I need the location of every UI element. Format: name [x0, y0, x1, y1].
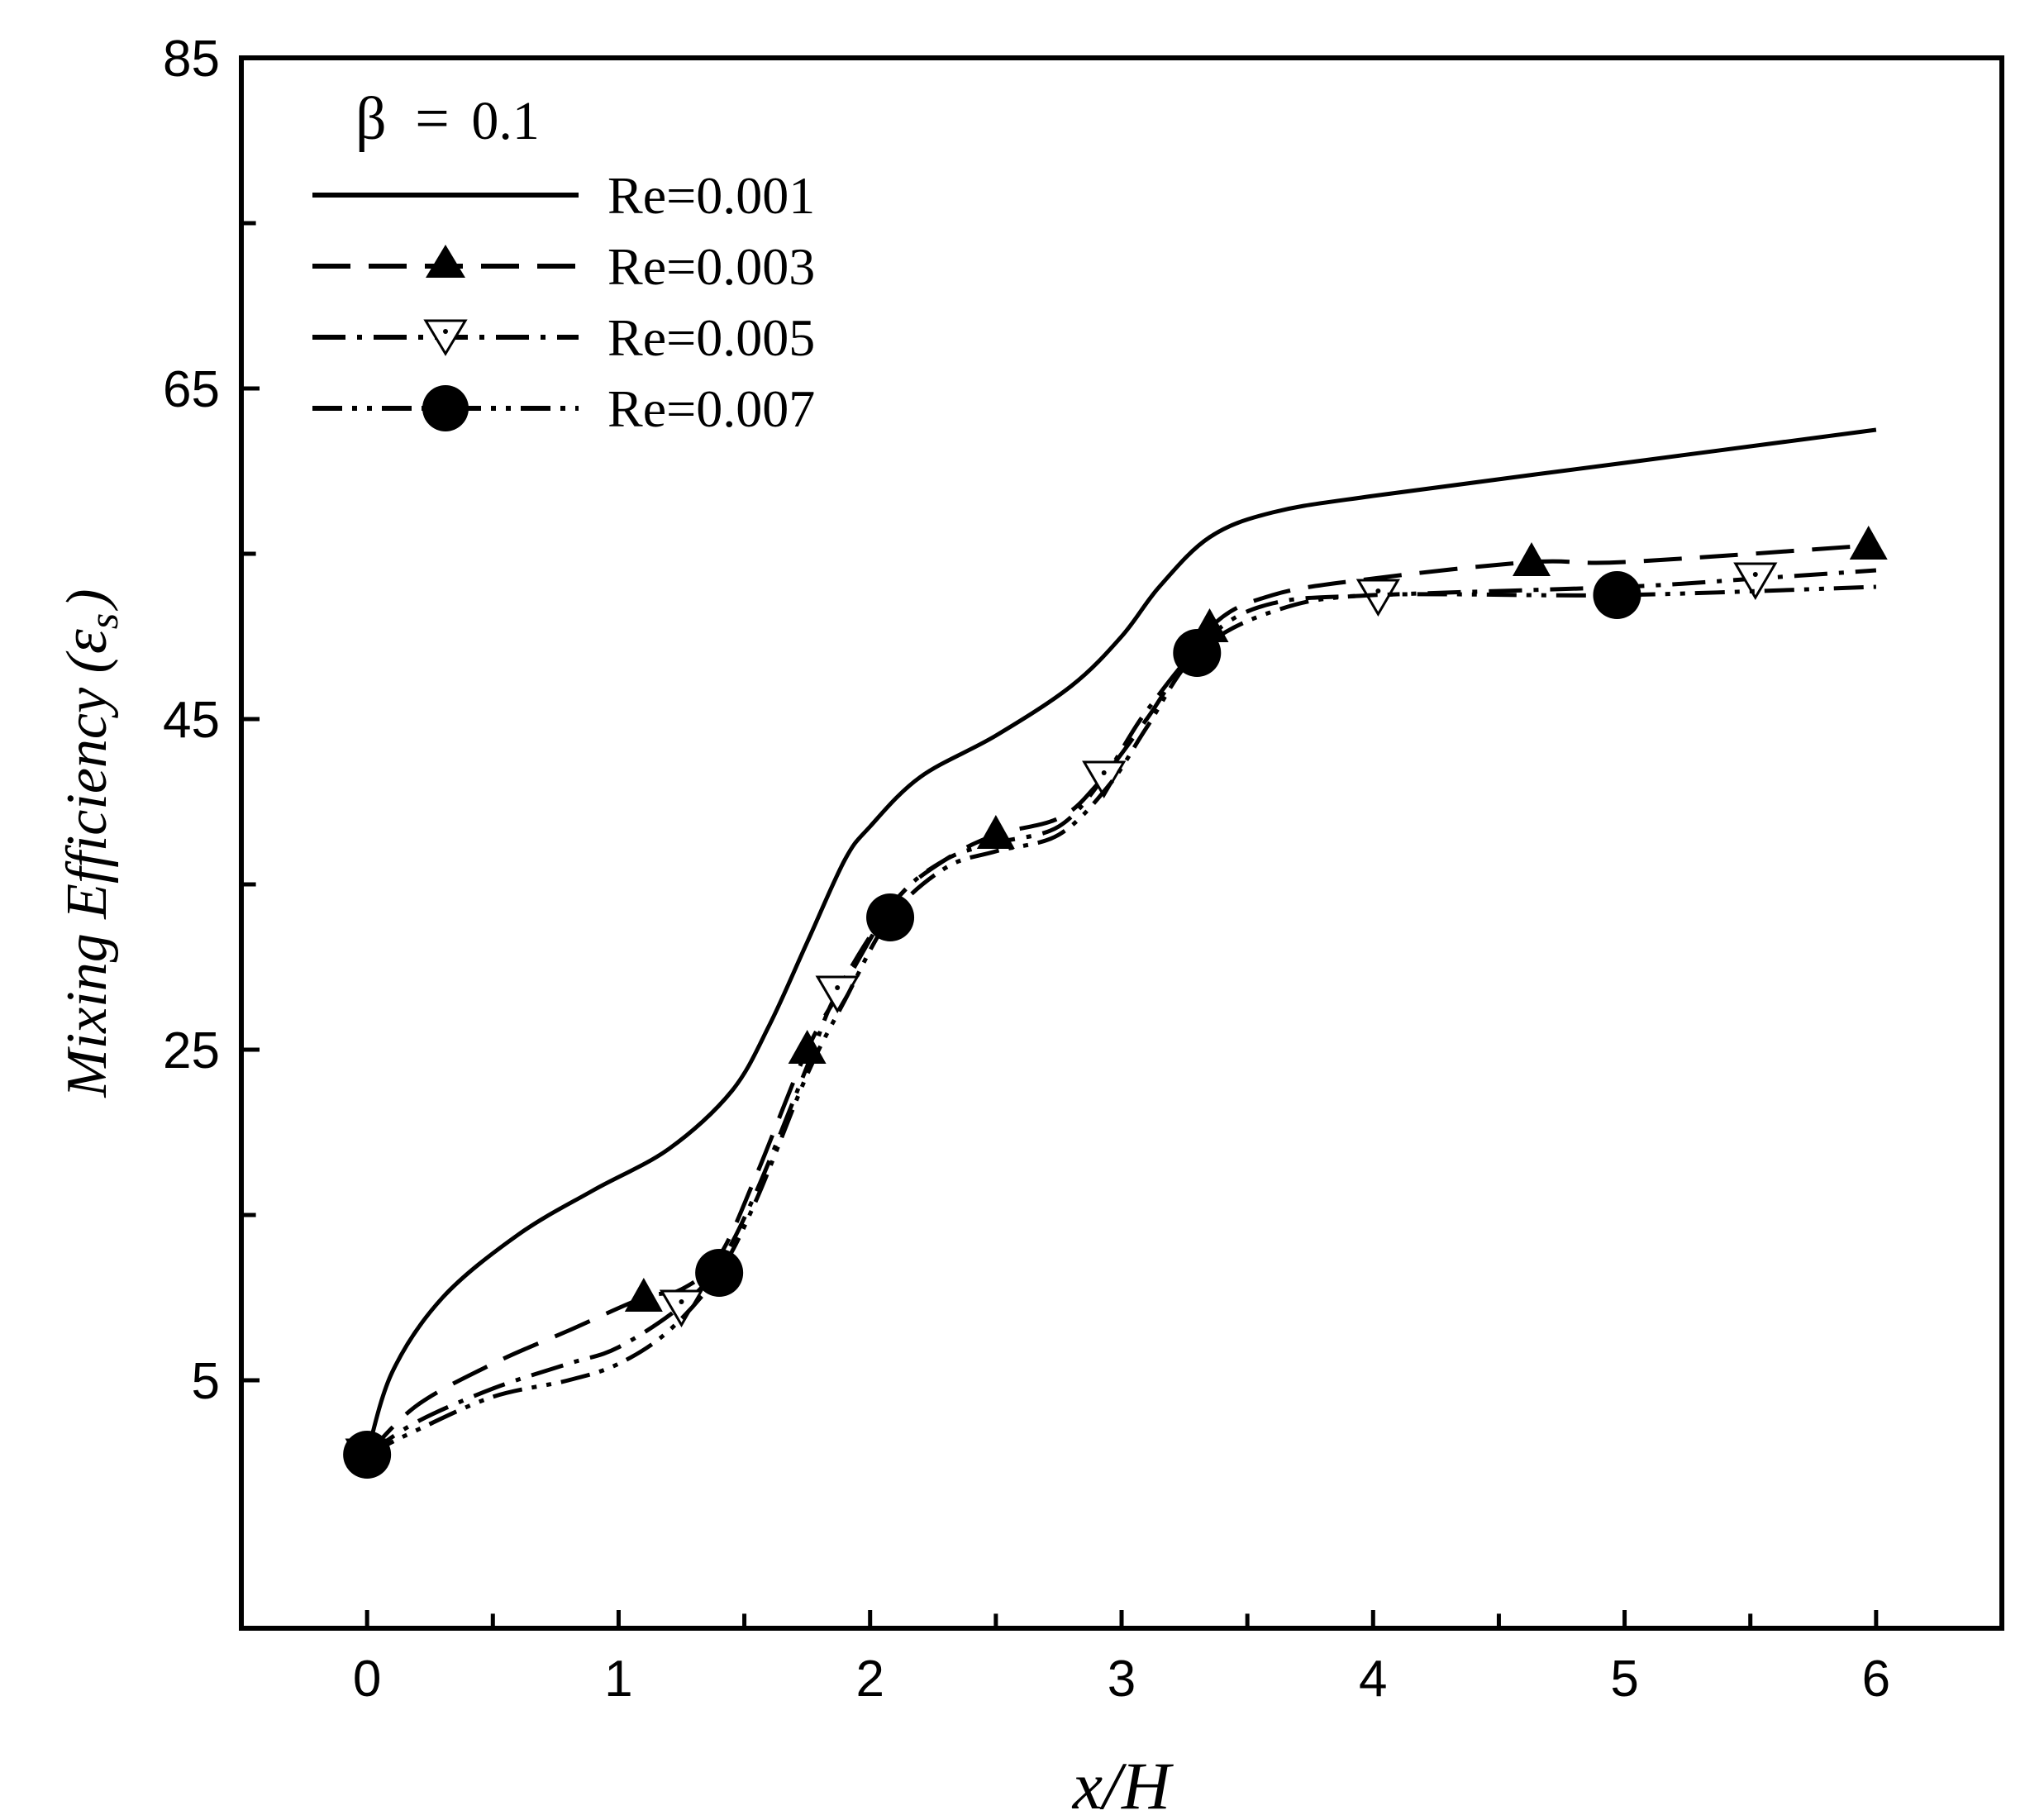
- x-tick-label: 6: [1862, 1651, 1890, 1708]
- x-tick-label: 3: [1108, 1651, 1136, 1708]
- series-re-0-005: [345, 562, 1877, 1476]
- series-layer: [343, 427, 1888, 1479]
- beta-symbol: β: [355, 85, 387, 153]
- data-point-triangle-up: [1512, 542, 1551, 576]
- svg-text:β = 0.1: β = 0.1: [355, 85, 540, 153]
- series-line-re-0-005: [365, 568, 1877, 1457]
- legend-entry-re-0001: Re=0.001: [312, 166, 815, 225]
- data-point-triangle-down: [1082, 760, 1127, 798]
- y-tick-label: 65: [163, 361, 220, 418]
- x-tick-label: 4: [1359, 1651, 1387, 1708]
- series-re-0-003: [348, 526, 1888, 1469]
- data-point-triangle-up: [624, 1278, 663, 1312]
- legend-entry-re-0007: Re=0.007: [312, 379, 815, 438]
- y-tick-label: 45: [163, 692, 220, 749]
- legend-label-re-0005: Re=0.005: [607, 308, 815, 367]
- beta-value: 0.1: [471, 91, 540, 151]
- data-point-triangle-down: [659, 1289, 704, 1327]
- series-line-re-0-003: [365, 543, 1869, 1456]
- beta-annotation: β = 0.1: [355, 85, 540, 153]
- legend-label-re-0003: Re=0.003: [607, 237, 815, 296]
- x-tick-label: 0: [353, 1651, 381, 1708]
- data-point-triangle-down-dot: [1101, 770, 1107, 775]
- data-point-circle: [866, 893, 915, 941]
- legend-label-re-0001: Re=0.001: [607, 166, 815, 225]
- legend-marker-triangle-up: [426, 245, 465, 278]
- y-tick-label: 5: [192, 1353, 220, 1410]
- y-tick-label: 25: [163, 1022, 220, 1079]
- data-point-circle: [695, 1249, 744, 1297]
- x-tick-label: 5: [1610, 1651, 1638, 1708]
- legend-entry-re-0005: Re=0.005: [312, 308, 815, 367]
- data-point-triangle-up: [1849, 526, 1888, 560]
- series-line-re-0-007: [365, 584, 1876, 1457]
- x-tick-label: 2: [855, 1651, 884, 1708]
- data-point-circle: [1593, 571, 1641, 619]
- y-axis-title-text: Mixing Efficiency (: [55, 650, 119, 1098]
- data-point-circle: [1173, 629, 1222, 677]
- legend-label-re-0007: Re=0.007: [607, 379, 815, 438]
- y-axis-title: Mixing Efficiency (εs): [50, 588, 126, 1098]
- data-point-triangle-down-dot: [1752, 572, 1758, 577]
- series-re-0-001: [364, 427, 1877, 1456]
- y-axis-title-symbol: ε: [50, 629, 120, 654]
- data-point-triangle-down: [815, 975, 860, 1013]
- data-point-triangle-down-dot: [1375, 588, 1381, 593]
- legend-marker-triangle-down: [423, 319, 468, 356]
- legend: Re=0.001 Re=0.003 Re=0.005 Re=0.007: [312, 166, 815, 438]
- legend-marker-triangle-down-dot: [443, 329, 448, 334]
- legend-marker-circle: [422, 385, 469, 431]
- y-axis-title-subscript: s: [80, 613, 126, 629]
- data-point-triangle-down-dot: [835, 985, 841, 990]
- x-tick-label: 1: [604, 1651, 632, 1708]
- data-point-circle: [343, 1431, 392, 1479]
- y-tick-label: 85: [163, 31, 220, 88]
- y-axis-title-close: ): [55, 588, 119, 611]
- beta-equals: =: [415, 85, 450, 153]
- data-point-triangle-down-dot: [679, 1299, 684, 1304]
- legend-entry-re-0003: Re=0.003: [312, 237, 815, 296]
- data-point-triangle-down: [1733, 562, 1778, 600]
- x-axis-title: x/H: [1072, 1748, 1174, 1820]
- series-line-re-0-001: [364, 427, 1877, 1456]
- series-re-0-007: [343, 571, 1876, 1479]
